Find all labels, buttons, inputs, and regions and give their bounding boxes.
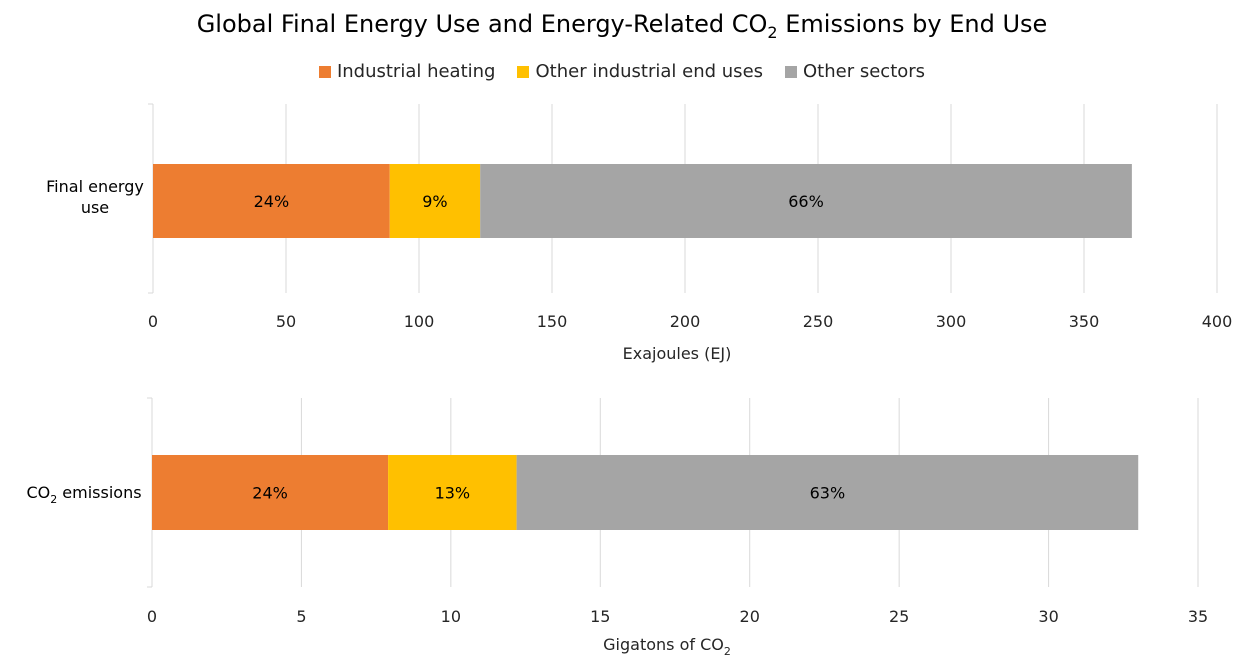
- x-axis-title-0: Exajoules (EJ): [623, 344, 732, 363]
- x-tick-label-1-1: 5: [296, 607, 306, 626]
- legend-swatch-other-industrial: [517, 65, 530, 78]
- legend: Industrial heating Other industrial end …: [0, 61, 1244, 82]
- bar-segment-1-0: [152, 455, 389, 530]
- x-tick-label-0-4: 200: [670, 312, 701, 331]
- data-label-0-1: 9%: [422, 192, 447, 211]
- x-tick-label-1-4: 20: [740, 607, 760, 626]
- x-tick-label-0-2: 100: [404, 312, 435, 331]
- data-label-1-2: 63%: [810, 484, 846, 503]
- bar-segment-0-2: [480, 164, 1132, 238]
- legend-swatch-other-sectors: [785, 65, 798, 78]
- chart-title-sub: 2: [767, 22, 778, 42]
- x-tick-label-1-3: 15: [590, 607, 610, 626]
- bar-segment-1-1: [388, 455, 517, 530]
- x-tick-label-1-0: 0: [147, 607, 157, 626]
- legend-item-other-sectors: Other sectors: [785, 61, 925, 82]
- data-label-1-0: 24%: [252, 484, 288, 503]
- legend-label-industrial-heating: Industrial heating: [336, 61, 496, 82]
- chart-title-pre: Global Final Energy Use and Energy-Relat…: [196, 10, 768, 38]
- legend-item-industrial-heating: Industrial heating: [318, 61, 496, 82]
- legend-swatch-industrial-heating: [318, 65, 331, 78]
- x-tick-label-0-0: 0: [148, 312, 158, 331]
- x-tick-label-0-5: 250: [803, 312, 834, 331]
- data-label-1-1: 13%: [435, 484, 471, 503]
- chart-title: Global Final Energy Use and Energy-Relat…: [0, 10, 1244, 42]
- x-tick-label-0-7: 350: [1069, 312, 1100, 331]
- category-label-1: CO2 emissions: [26, 483, 141, 506]
- x-tick-label-1-2: 10: [441, 607, 461, 626]
- legend-item-other-industrial: Other industrial end uses: [517, 61, 763, 82]
- legend-label-other-industrial: Other industrial end uses: [535, 61, 764, 82]
- x-tick-label-1-6: 30: [1038, 607, 1058, 626]
- x-tick-label-1-7: 35: [1188, 607, 1208, 626]
- data-label-0-0: 24%: [254, 192, 290, 211]
- x-axis-title-1: Gigatons of CO2: [603, 635, 731, 656]
- x-tick-label-0-8: 400: [1202, 312, 1233, 331]
- chart-title-post: Emissions by End Use: [777, 10, 1048, 38]
- x-tick-label-0-1: 50: [276, 312, 296, 331]
- bar-segment-0-0: [153, 164, 390, 238]
- data-label-0-2: 66%: [788, 192, 824, 211]
- category-label-0: Final energy use: [46, 177, 144, 217]
- x-tick-label-1-5: 25: [889, 607, 909, 626]
- x-tick-label-0-6: 300: [936, 312, 967, 331]
- legend-label-other-sectors: Other sectors: [803, 61, 926, 82]
- bar-segment-1-2: [516, 455, 1139, 530]
- x-tick-label-0-3: 150: [537, 312, 568, 331]
- bar-segment-0-1: [389, 164, 481, 238]
